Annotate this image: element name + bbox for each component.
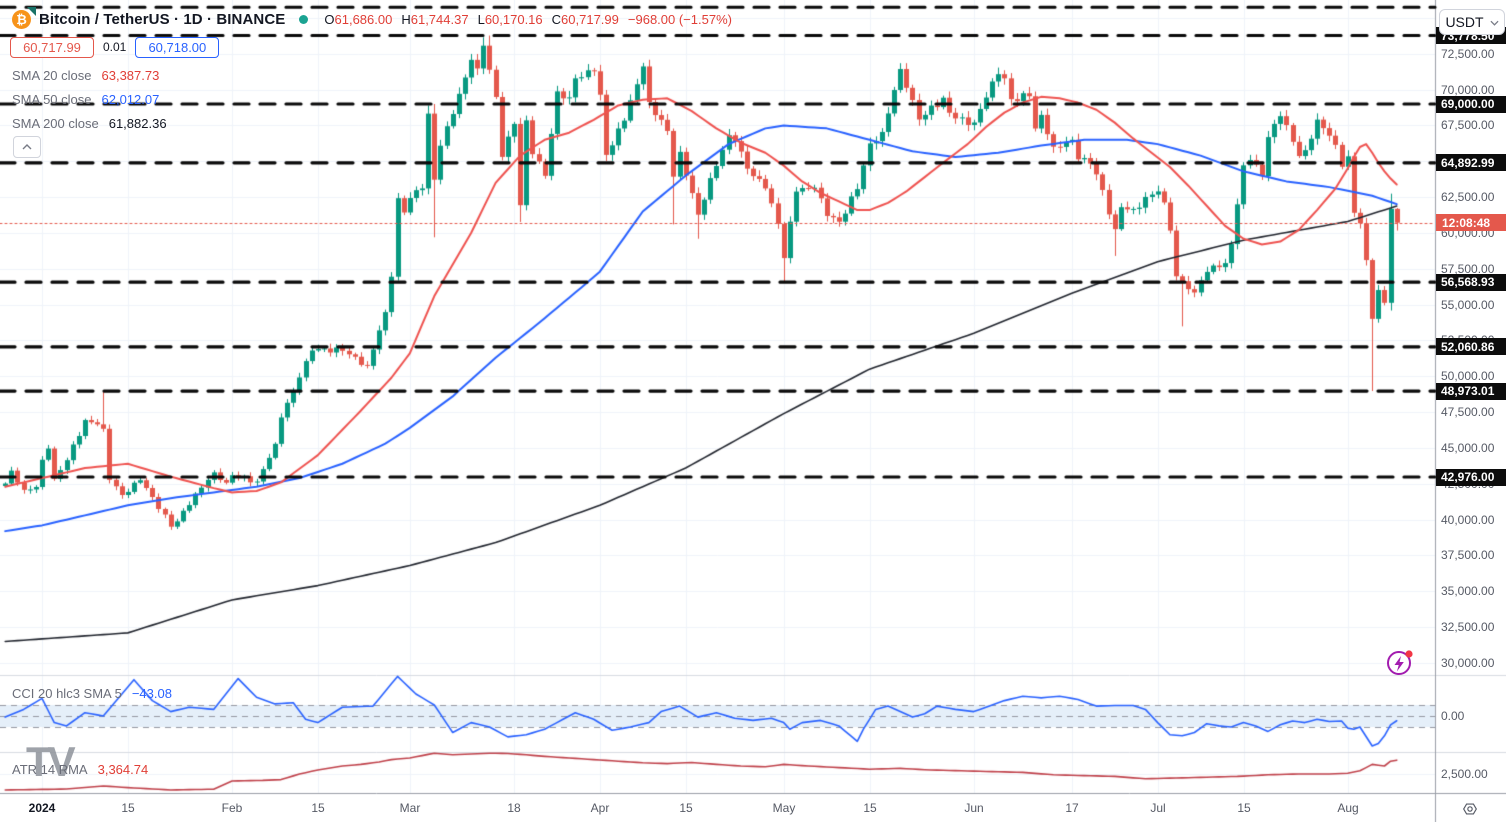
ohlc-change: −968.00 (−1.57%): [627, 11, 732, 27]
instant-order-button[interactable]: [1384, 646, 1416, 678]
legend-sma20[interactable]: SMA 20 close 63,387.73: [12, 68, 159, 83]
time-tick-label: Jul: [1150, 801, 1166, 815]
price-tick-label: 37,500.00: [1441, 548, 1495, 563]
time-tick-label: 17: [1065, 801, 1079, 815]
legend-sma200[interactable]: SMA 200 close 61,882.36: [12, 116, 167, 131]
bitcoin-logo-icon: ₿: [12, 6, 36, 29]
sma50-value: 62,012.07: [101, 92, 160, 107]
price-tick-label: 67,500.00: [1441, 118, 1495, 133]
time-tick-label: Jun: [964, 801, 984, 815]
price-tick-label: 70,000.00: [1441, 82, 1495, 97]
price-tick-label: 57,500.00: [1441, 261, 1495, 276]
time-tick-label: Aug: [1337, 801, 1359, 815]
market-status-dot-icon[interactable]: [299, 14, 309, 24]
ohlc-high: H61,744.37: [401, 11, 469, 27]
symbol-title[interactable]: Bitcoin / TetherUS · 1D · BINANCE: [39, 10, 286, 28]
time-tick-label: May: [772, 801, 796, 815]
time-tick-label: 18: [507, 801, 521, 815]
time-tick-label: 15: [311, 801, 325, 815]
time-tick-label: 15: [863, 801, 877, 815]
price-level-label: 42,976.00: [1436, 468, 1506, 486]
ohlc-low: L60,170.16: [477, 11, 543, 27]
ohlc-close: C60,717.99: [551, 11, 619, 27]
hex-clock-icon: [1463, 803, 1477, 815]
sma200-value: 61,882.36: [108, 116, 167, 131]
sell-bid-button[interactable]: 60,717.99: [10, 36, 94, 58]
price-tick-label: 62,500.00: [1441, 190, 1495, 205]
price-tick-label: 40,000.00: [1441, 512, 1495, 527]
logo-flag-icon: [27, 6, 36, 16]
chevron-down-icon: [1490, 20, 1499, 26]
chevron-up-icon: [22, 144, 32, 150]
price-tick-label: 35,000.00: [1441, 584, 1495, 599]
currency-unit-label: USDT: [1445, 14, 1484, 30]
ohlc-open: O61,686.00: [324, 11, 393, 27]
price-tick-label: 50,000.00: [1441, 369, 1495, 384]
buy-ask-button[interactable]: 60,718.00: [135, 36, 220, 58]
price-tick-label: 47,500.00: [1441, 405, 1495, 420]
time-tick-label: 2024: [28, 801, 56, 815]
time-tick-label: 15: [1237, 801, 1251, 815]
cci-zero-tick-label: 0.00: [1441, 709, 1465, 723]
spread-value: 0.01: [103, 40, 127, 54]
atr-tick-label: 2,500.00: [1441, 767, 1488, 781]
sma20-value: 63,387.73: [101, 68, 160, 83]
price-level-label: 52,060.86: [1436, 338, 1506, 356]
price-level-label: 64,892.99: [1436, 154, 1506, 172]
cci-label: CCI 20 hlc3 SMA 5: [12, 686, 122, 701]
sma20-label: SMA 20 close: [12, 68, 92, 83]
time-tick-label: 15: [121, 801, 135, 815]
symbol-header[interactable]: ₿ Bitcoin / TetherUS · 1D · BINANCE O61,…: [12, 6, 741, 30]
atr-value: 3,364.74: [97, 762, 149, 777]
time-tick-label: 15: [679, 801, 693, 815]
time-tick-label: Mar: [399, 801, 421, 815]
ohlc-readout: O61,686.00 H61,744.37 L60,170.16 C60,717…: [324, 12, 741, 27]
legend-atr[interactable]: ATR 14 RMA 3,364.74: [12, 762, 148, 777]
price-tick-label: 55,000.00: [1441, 297, 1495, 312]
currency-unit-button[interactable]: USDT: [1439, 9, 1505, 35]
price-level-label: 69,000.00: [1436, 95, 1506, 113]
cci-value: −43.08: [131, 686, 172, 701]
price-tick-label: 72,500.00: [1441, 46, 1495, 61]
time-tick-label: Apr: [590, 801, 610, 815]
bid-ask-row: 60,717.99 0.01 60,718.00: [10, 36, 220, 58]
bar-countdown-label: 12:08:48: [1436, 214, 1506, 232]
legend-sma50[interactable]: SMA 50 close 62,012.07: [12, 92, 159, 107]
atr-label: ATR 14 RMA: [12, 762, 88, 777]
legend-cci[interactable]: CCI 20 hlc3 SMA 5 −43.08: [12, 686, 172, 701]
timezone-settings-button[interactable]: [1461, 800, 1479, 818]
collapse-legend-button[interactable]: [13, 136, 41, 158]
time-tick-label: Feb: [221, 801, 243, 815]
price-tick-label: 32,500.00: [1441, 620, 1495, 635]
sma200-label: SMA 200 close: [12, 116, 99, 131]
lightning-icon: [1387, 650, 1413, 675]
price-level-label: 56,568.93: [1436, 273, 1506, 291]
price-tick-label: 30,000.00: [1441, 655, 1495, 670]
tradingview-watermark: TV: [26, 738, 76, 785]
sma50-label: SMA 50 close: [12, 92, 92, 107]
price-level-label: 48,973.01: [1436, 382, 1506, 400]
price-tick-label: 45,000.00: [1441, 440, 1495, 455]
